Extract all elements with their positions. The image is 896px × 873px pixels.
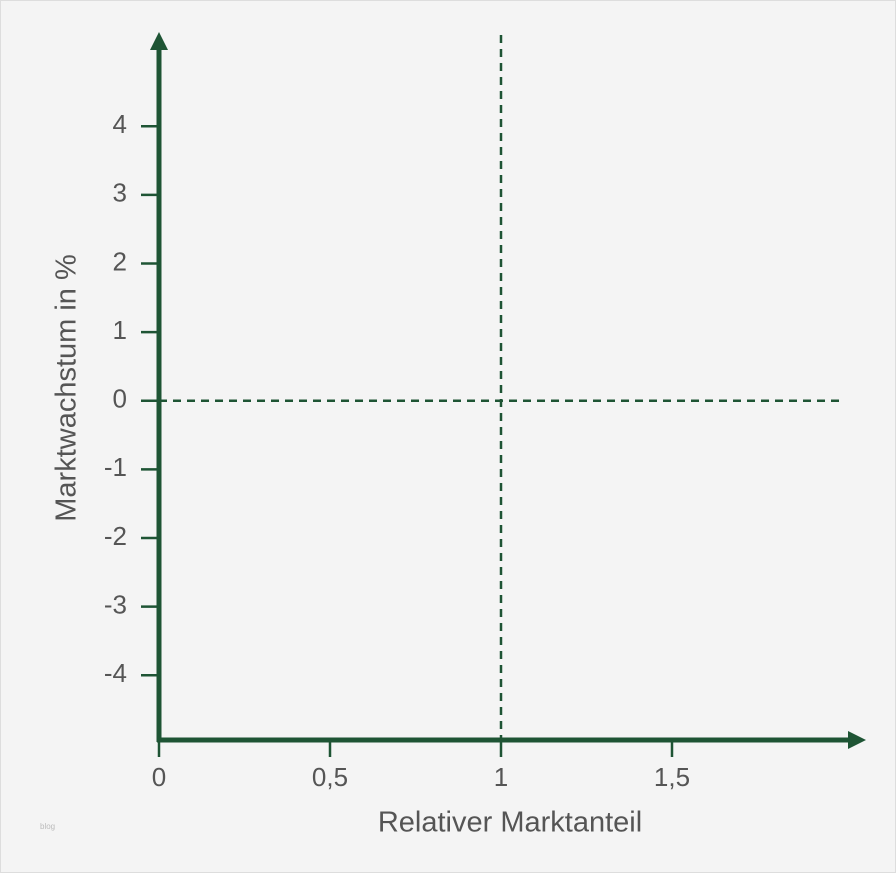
x-tick-label: 0	[152, 762, 166, 792]
y-axis-arrow	[150, 32, 168, 50]
y-tick-label: 1	[113, 315, 127, 345]
y-axis-label: Marktwachstum in %	[51, 254, 83, 522]
x-tick-label: 1,5	[654, 762, 690, 792]
y-tick-label: 2	[113, 246, 127, 276]
x-axis-arrow	[848, 731, 866, 749]
y-tick-label: -1	[104, 452, 127, 482]
x-tick-label: 1	[494, 762, 508, 792]
y-tick-label: 4	[113, 109, 127, 139]
y-tick-label: 3	[113, 178, 127, 208]
y-tick-label: -2	[104, 521, 127, 551]
y-tick-label: -3	[104, 589, 127, 619]
x-tick-label: 0,5	[312, 762, 348, 792]
x-axis-label: Relativer Marktanteil	[378, 807, 642, 839]
y-tick-label: 0	[113, 384, 127, 414]
watermark: blog	[40, 822, 55, 831]
y-tick-label: -4	[104, 658, 127, 688]
